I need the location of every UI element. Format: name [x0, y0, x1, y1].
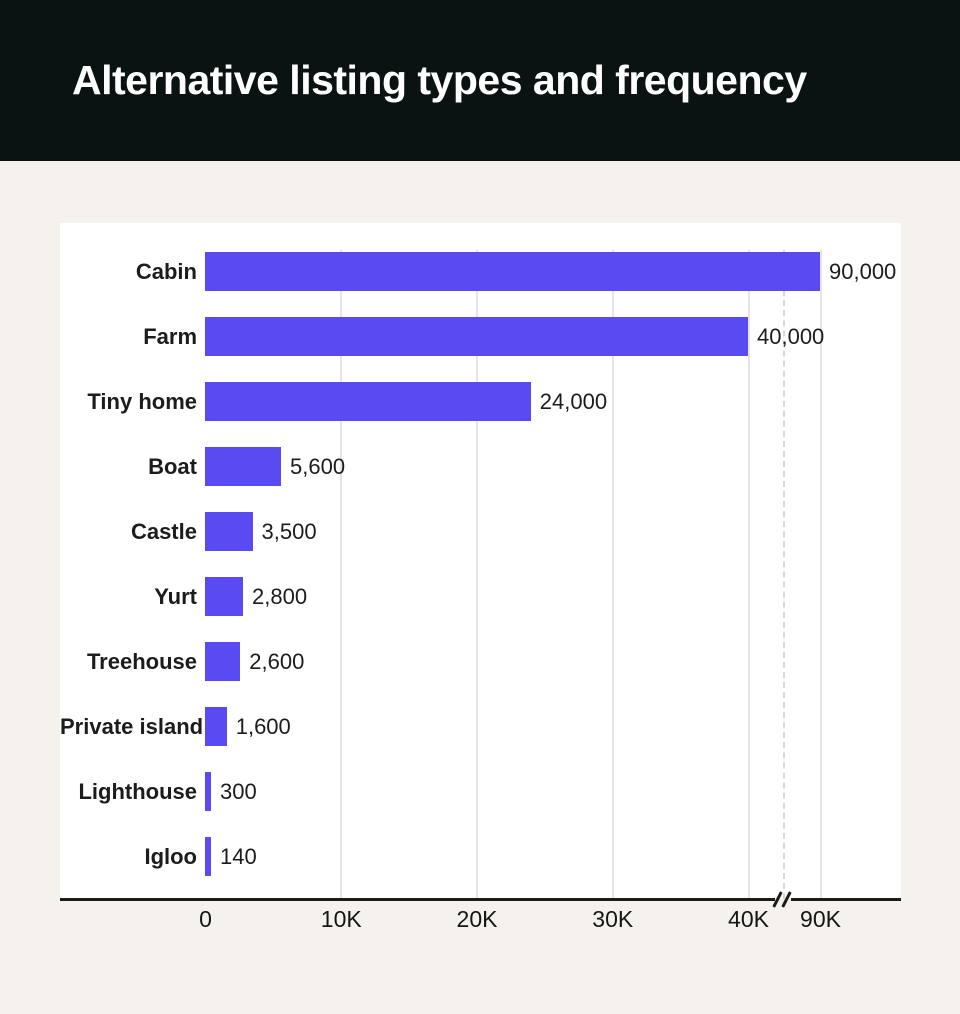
value-label: 90,000 [829, 258, 897, 284]
value-label: 2,800 [252, 583, 308, 609]
bar-row: Yurt 2,800 [60, 576, 901, 616]
value-label: 300 [220, 778, 257, 804]
gridline-90K [819, 250, 822, 899]
bar-row: Private island 1,600 [60, 706, 901, 746]
bar [205, 576, 243, 616]
x-axis-tick-label: 30K [592, 906, 634, 932]
category-label: Cabin [135, 258, 197, 284]
x-axis-tick-label: 0 [199, 906, 212, 932]
x-axis-tick-label: 10K [320, 906, 362, 932]
bar [205, 836, 211, 876]
value-label: 5,600 [290, 453, 346, 479]
x-axis-tick-label: 20K [456, 906, 498, 932]
value-label: 24,000 [539, 388, 608, 414]
bar-row: Farm 40,000 [60, 316, 901, 356]
bar [205, 446, 282, 486]
category-label: Farm [143, 323, 197, 349]
bar-row: Treehouse 2,600 [60, 641, 901, 681]
value-label: 1,600 [235, 713, 291, 739]
bar-row: Igloo 140 [60, 836, 901, 876]
category-label: Treehouse [86, 648, 197, 674]
category-label: Private island [60, 713, 204, 739]
category-label: Castle [130, 518, 197, 544]
x-axis-line-right [791, 898, 901, 901]
bar-row: Castle 3,500 [60, 511, 901, 551]
header-banner: Alternative listing types and frequency [0, 0, 960, 161]
bar [205, 381, 531, 421]
value-label: 2,600 [249, 648, 305, 674]
gridline-20K [476, 250, 478, 899]
bar-row: Tiny home 24,000 [60, 381, 901, 421]
bar-row: Lighthouse 300 [60, 771, 901, 811]
x-axis-tick-label: 90K [800, 906, 841, 932]
bar [205, 641, 241, 681]
bar [205, 511, 253, 551]
value-label: 40,000 [757, 323, 825, 349]
category-label: Yurt [154, 583, 197, 609]
chart-card: Cabin 90,000 Farm 40,000 Tiny home 24,000 Boat… [60, 223, 901, 899]
category-label: Lighthouse [78, 778, 197, 804]
value-label: 140 [220, 843, 257, 869]
x-axis-line-left [60, 898, 775, 901]
value-label: 3,500 [261, 518, 317, 544]
category-label: Igloo [144, 843, 197, 869]
category-label: Tiny home [87, 388, 197, 414]
gridline-40K [747, 250, 750, 899]
x-axis-tick-labels: 0 10K 20K 30K 40K 90K [60, 906, 901, 940]
category-label: Boat [148, 453, 197, 479]
page-title: Alternative listing types and frequency [72, 57, 807, 103]
bar [205, 706, 227, 746]
axis-break-dashed-gridline [782, 250, 785, 899]
bar-row: Boat 5,600 [60, 446, 901, 486]
gridline-30K [611, 250, 614, 899]
gridline-10K [340, 250, 343, 899]
bar-row: Cabin 90,000 [60, 251, 901, 291]
bar [205, 316, 748, 356]
bar [205, 251, 820, 291]
bar [205, 771, 211, 811]
x-axis-tick-label: 40K [728, 906, 769, 932]
